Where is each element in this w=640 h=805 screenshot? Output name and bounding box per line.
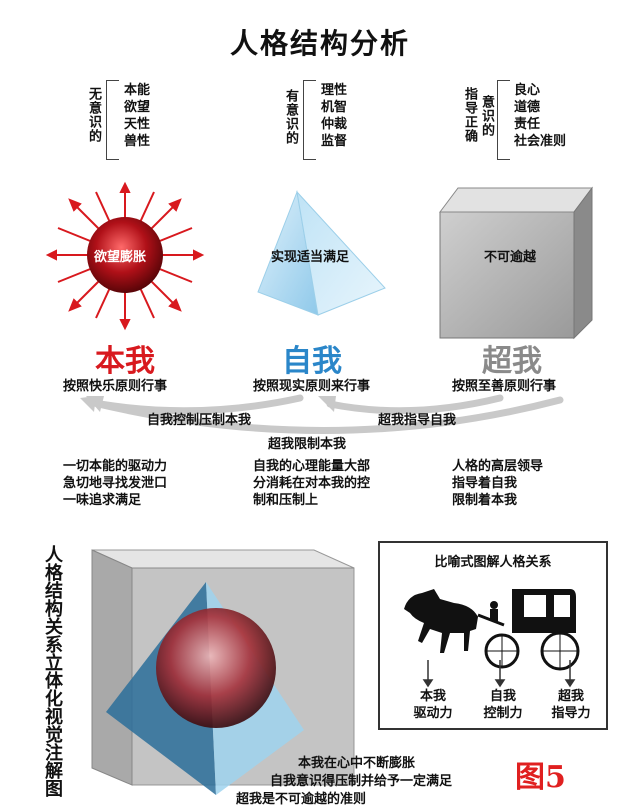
figure-number: 图5 — [515, 760, 566, 795]
metaphor-box: 比喻式图解人格关系 — [378, 541, 608, 730]
shapes-illustration — [45, 181, 593, 340]
superego-shape-label: 不可逾越 — [484, 250, 537, 265]
superego-traits: 良心 道德 责任 社会准则 — [514, 83, 567, 149]
superego-name: 超我 — [482, 344, 542, 379]
relation-arrows — [80, 394, 564, 434]
id-name: 本我 — [95, 344, 155, 379]
bottom-line-2: 自我意识得压制并给予一定满足 — [270, 774, 453, 789]
superego-bracket-text-1: 指导正确 — [462, 87, 477, 143]
superego-to-id-label: 超我限制本我 — [268, 437, 347, 452]
bottom-line-1: 本我在心中不断膨胀 — [298, 756, 416, 771]
ego-pyramid-icon — [257, 190, 386, 316]
id-ball-icon — [45, 181, 205, 331]
ego-shape-label: 实现适当满足 — [271, 250, 350, 265]
id-bracket-text: 无意识的 — [86, 87, 101, 143]
ego-description: 自我的心理能量大部 分消耗在对本我的控 制和压制上 — [253, 459, 371, 508]
id-shape-label: 欲望膨胀 — [94, 250, 147, 265]
metaphor-label-superego: 超我 指导力 — [551, 689, 591, 721]
page-title: 人格结构分析 — [229, 27, 410, 60]
ego-bracket-text: 有意识的 — [283, 89, 298, 145]
superego-rule: 按照至善原则行事 — [452, 379, 557, 394]
side-caption: 人格结构关系立体化视觉注解图 — [42, 545, 63, 797]
ego-to-id-label: 自我控制压制本我 — [147, 413, 252, 428]
metaphor-label-ego: 自我 控制力 — [483, 689, 523, 721]
metaphor-title: 比喻式图解人格关系 — [434, 555, 552, 570]
id-description: 一切本能的驱动力 急切地寻找发泄口 一味追求满足 — [63, 459, 168, 508]
superego-bracket — [497, 80, 510, 160]
ego-rule: 按照现实原则来行事 — [253, 379, 371, 394]
metaphor-label-id: 本我 驱动力 — [413, 689, 453, 721]
ego-traits: 理性 机智 仲裁 监督 — [321, 83, 348, 149]
superego-cube-icon — [439, 186, 593, 340]
id-traits: 本能 欲望 天性 兽性 — [124, 83, 151, 149]
superego-to-ego-label: 超我指导自我 — [378, 413, 457, 428]
combined-3d-illustration — [91, 549, 355, 795]
superego-description: 人格的高层领导 指导着自我 限制着本我 — [452, 459, 544, 508]
metaphor-pointers — [422, 660, 576, 688]
id-bracket — [106, 80, 119, 160]
horse-carriage-icon — [404, 589, 580, 671]
combined-ball-icon — [156, 608, 276, 728]
superego-bracket-text-2: 意识的 — [479, 95, 494, 137]
bottom-line-3: 超我是不可逾越的准则 — [236, 792, 367, 805]
id-rule: 按照快乐原则行事 — [63, 379, 168, 394]
ego-bracket — [303, 80, 316, 160]
ego-name: 自我 — [282, 344, 342, 379]
